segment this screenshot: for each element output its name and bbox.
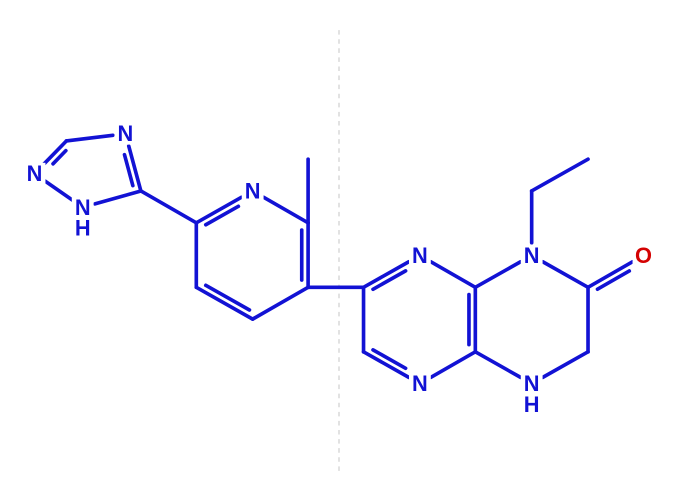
bond xyxy=(543,352,588,378)
bond xyxy=(95,191,141,204)
bond xyxy=(253,287,308,319)
atom-label: O xyxy=(635,243,652,268)
bond xyxy=(475,352,520,378)
bond xyxy=(45,181,72,200)
bond xyxy=(196,287,252,319)
atom-label: N xyxy=(27,161,43,186)
bond xyxy=(264,197,308,222)
bond xyxy=(543,262,588,288)
bond xyxy=(129,146,141,191)
atom-label: N xyxy=(412,243,428,268)
atom-label: N xyxy=(412,371,428,396)
bond xyxy=(141,191,196,223)
molecule-diagram: NNHNNNNNNHO xyxy=(0,0,678,501)
atom-label: N xyxy=(118,121,134,146)
bond xyxy=(475,262,520,288)
atom-label: N xyxy=(245,178,261,203)
atom-h-label: H xyxy=(524,392,540,417)
bond xyxy=(532,159,588,191)
atom-label: N xyxy=(524,243,540,268)
bond xyxy=(431,352,475,377)
atom-h-label: H xyxy=(75,216,91,241)
bond xyxy=(66,135,112,141)
bond xyxy=(431,262,475,287)
